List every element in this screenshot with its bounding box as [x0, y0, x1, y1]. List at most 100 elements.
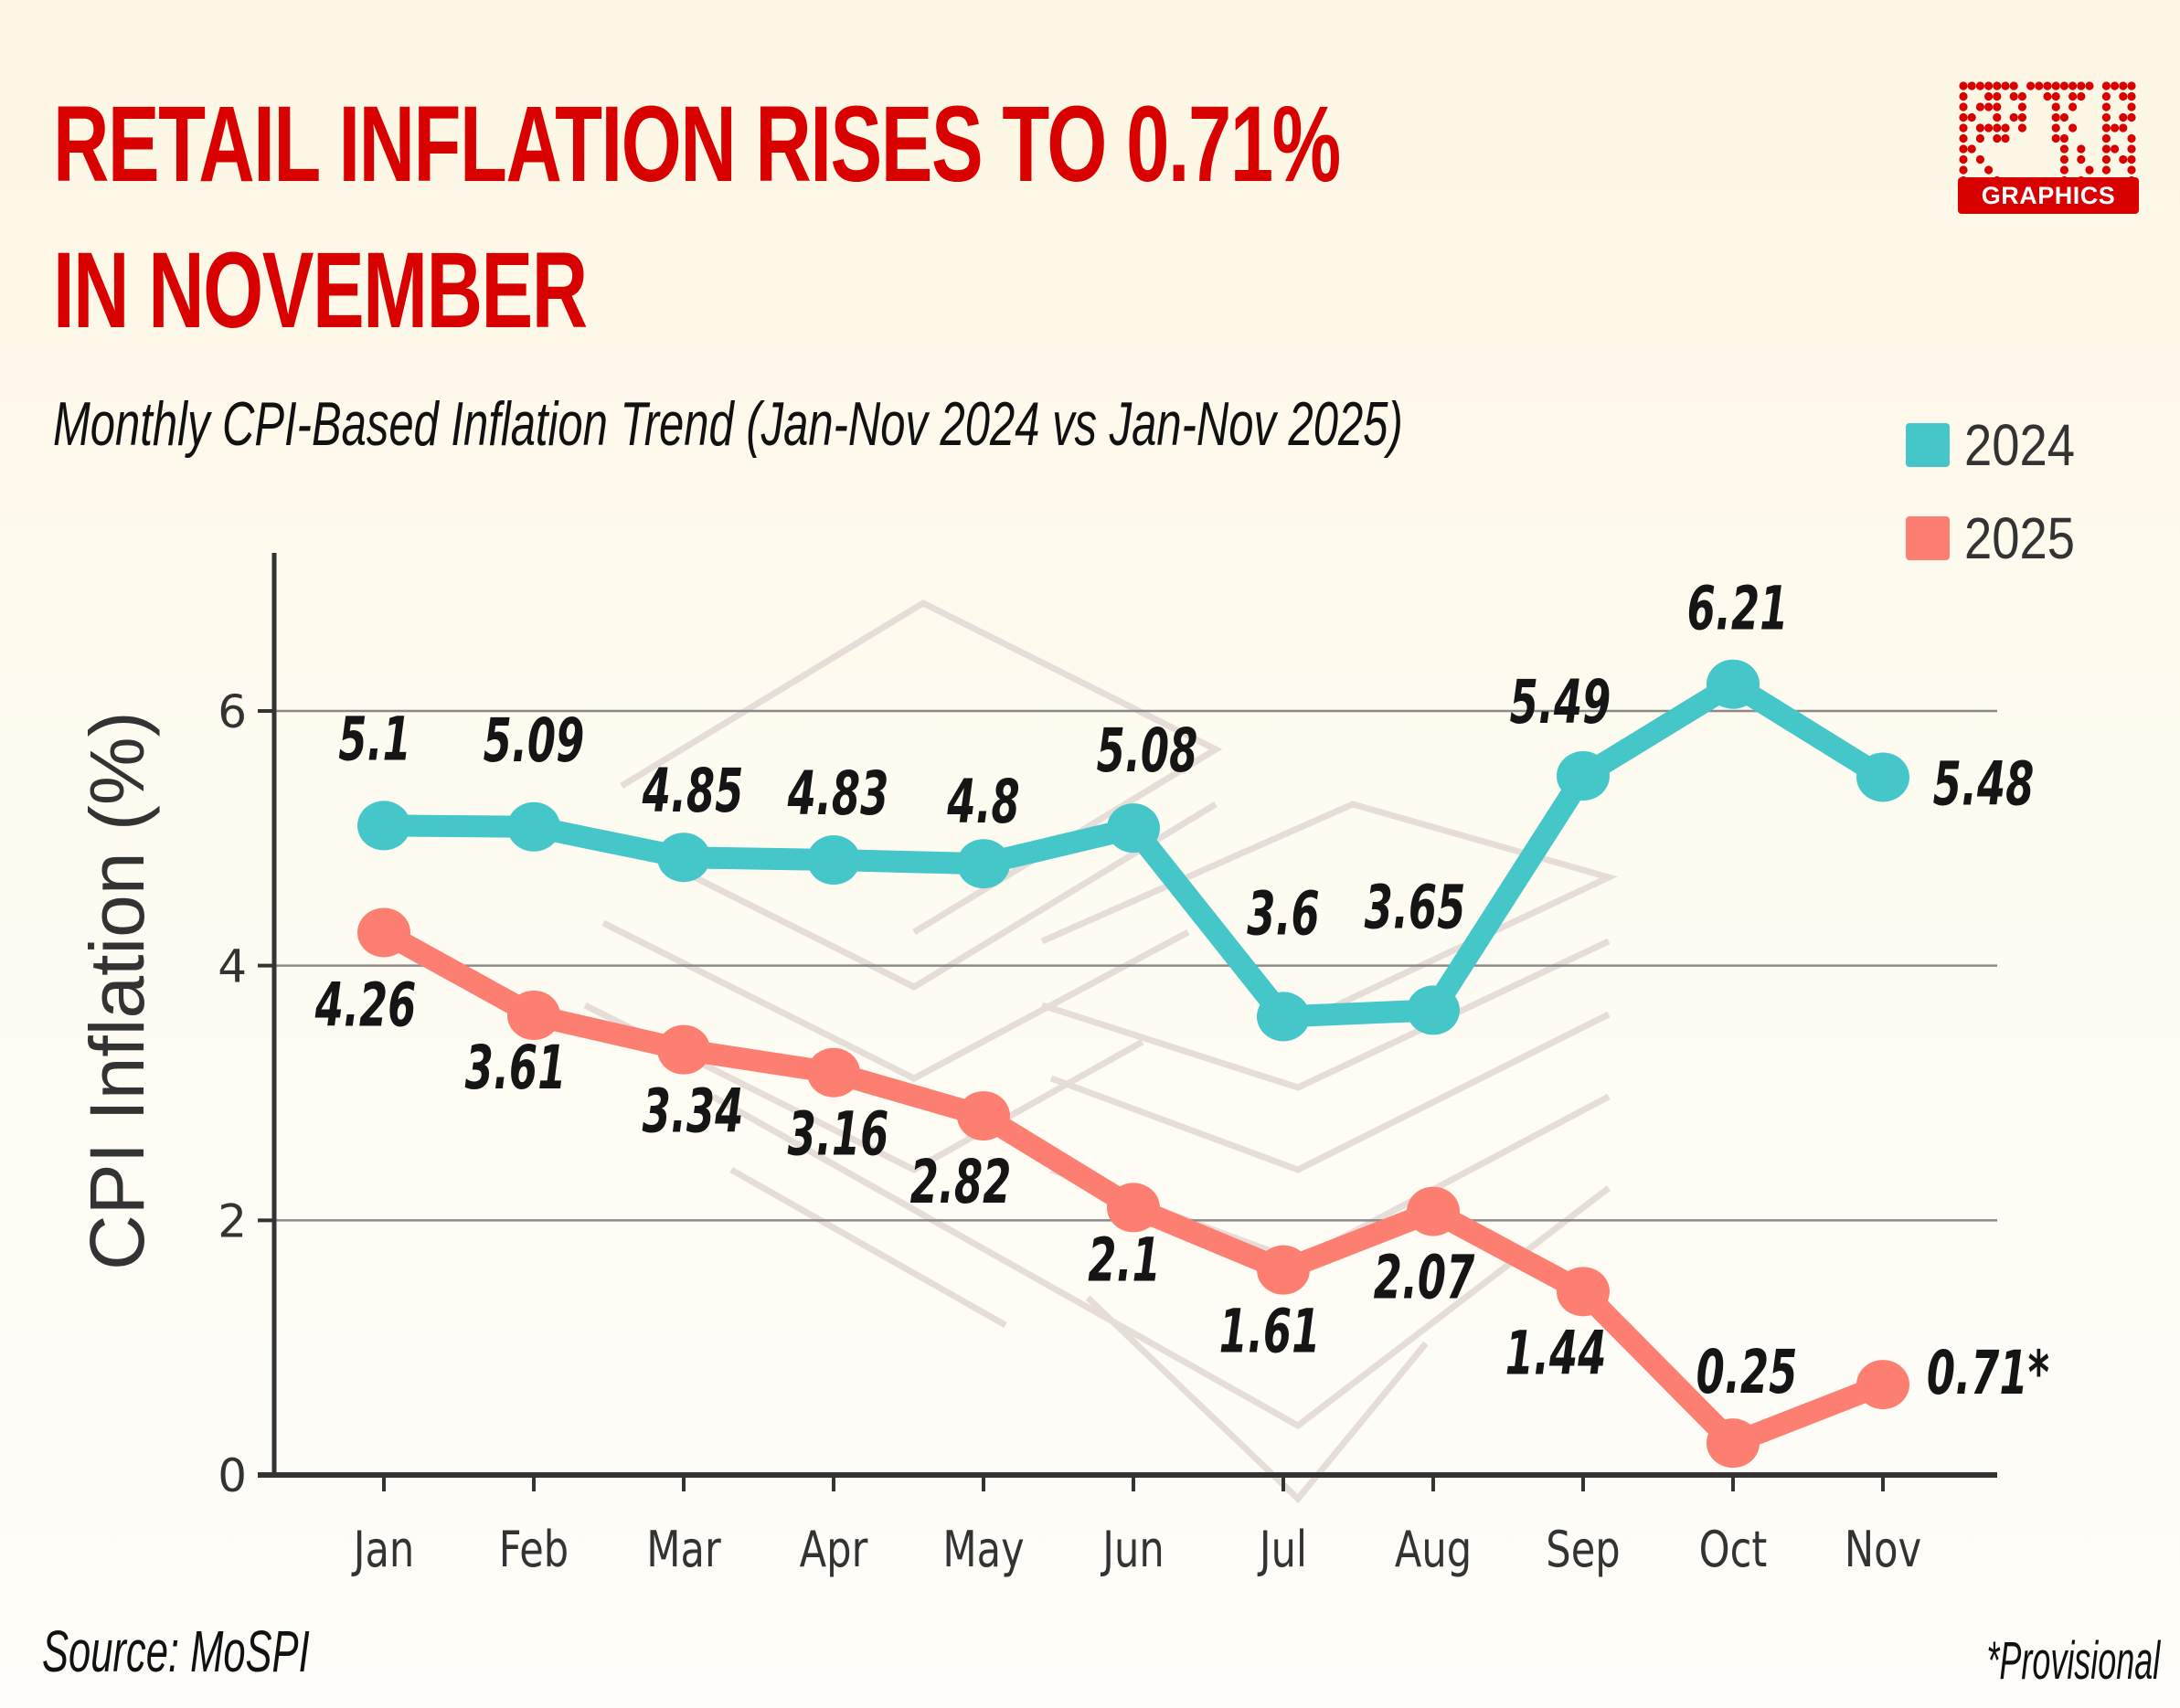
logo-dot — [2119, 112, 2128, 122]
x-tick-label: Jan — [351, 1521, 414, 1578]
x-tick-label: Jul — [1257, 1521, 1307, 1578]
data-point-2025 — [1257, 1245, 1310, 1295]
watermark-stroke — [711, 1093, 1007, 1265]
x-tick-label: Sep — [1546, 1521, 1620, 1578]
data-label-2025: 3.61 — [465, 1034, 567, 1103]
data-label-2025: 2.07 — [1374, 1244, 1475, 1313]
logo-dot — [1993, 123, 2002, 133]
logo-dot — [1959, 112, 1968, 122]
data-point-2025 — [357, 907, 410, 958]
logo-dot — [1959, 133, 1968, 143]
data-point-2024 — [1856, 752, 1909, 802]
logo-dot — [1993, 133, 2002, 143]
logo-dot — [2127, 133, 2136, 143]
logo-dot — [1959, 81, 1968, 90]
logo-dot — [2001, 123, 2010, 133]
data-label-2024: 5.1 — [338, 705, 410, 775]
watermark-stroke — [1085, 1295, 1429, 1504]
logo-dot — [1967, 112, 1976, 122]
data-point-2024 — [1707, 659, 1760, 709]
data-point-2025 — [1856, 1360, 1909, 1410]
logo-dot — [2068, 81, 2078, 90]
headline: RETAIL INFLATION RISES TO 0.71% IN NOVEM… — [53, 71, 1341, 364]
data-point-2025 — [1407, 1186, 1460, 1236]
data-point-2025 — [1557, 1267, 1610, 1317]
logo-dot — [2119, 123, 2128, 133]
logo-dot — [2127, 112, 2136, 122]
logo-dot — [2119, 154, 2128, 164]
data-label-2025: 2.82 — [910, 1148, 1012, 1217]
logo-dot — [2101, 81, 2111, 90]
legend-item-2024: 2024 — [1906, 411, 2094, 479]
logo-dot — [2127, 81, 2136, 90]
data-label-2025: 2.1 — [1088, 1226, 1160, 1296]
legend-label-2024: 2024 — [1964, 412, 2076, 478]
logo-dot — [2051, 91, 2060, 101]
logo-dot — [1975, 81, 1984, 90]
logo-dot — [2085, 81, 2094, 90]
data-point-2024 — [507, 801, 560, 852]
logo-dot — [2077, 144, 2086, 154]
logo-dot — [2085, 165, 2094, 175]
logo-dot — [2017, 102, 2026, 111]
source-note: Source: MoSPI — [42, 1618, 310, 1684]
logo-dot — [2077, 154, 2086, 164]
data-point-2024 — [357, 801, 410, 851]
provisional-note: *Provisional — [1986, 1631, 2160, 1691]
data-label-2024: 5.49 — [1510, 668, 1611, 737]
data-label-2024: 4.8 — [946, 769, 1019, 838]
logo-dot — [2059, 133, 2068, 143]
x-tick-label: May — [942, 1521, 1024, 1578]
logo-dot — [2101, 112, 2111, 122]
logo-dot — [2068, 102, 2078, 111]
logo-dot — [1967, 81, 1976, 90]
logo-dot — [2101, 165, 2111, 175]
logo-dot — [1975, 123, 1984, 133]
data-label-2024: 6.21 — [1687, 575, 1789, 644]
logo-dot — [2043, 91, 2052, 101]
watermark-stroke — [1040, 938, 1611, 1091]
logo-dot — [1993, 91, 2002, 101]
logo-dot — [2101, 133, 2111, 143]
logo-dot — [2101, 102, 2111, 111]
logo-dot — [2068, 123, 2078, 133]
logo-dot — [1975, 133, 1984, 143]
logo-dot — [2059, 144, 2068, 154]
data-point-2025 — [507, 991, 560, 1041]
data-point-2024 — [957, 839, 1010, 889]
logo-dot — [2009, 91, 2018, 101]
x-tick-label: Aug — [1395, 1521, 1472, 1578]
x-tick-label: Feb — [499, 1521, 569, 1578]
data-label-2024: 5.48 — [1933, 750, 2035, 820]
headline-line-1: RETAIL INFLATION RISES TO 0.71% — [53, 84, 1341, 205]
graphics-badge: GRAPHICS — [1958, 177, 2139, 214]
logo-dot — [2119, 81, 2128, 90]
logo-dot — [2001, 133, 2010, 143]
data-point-2024 — [1557, 751, 1610, 801]
watermark-stroke — [620, 801, 1218, 991]
logo-dot — [1959, 102, 1968, 111]
logo-dot — [1975, 154, 1984, 164]
logo-dot — [2127, 91, 2136, 101]
logo-dot — [2026, 81, 2036, 90]
logo-dot — [2127, 144, 2136, 154]
x-tick-label: Nov — [1845, 1521, 1921, 1578]
legend-swatch-2025 — [1906, 516, 1950, 560]
data-label-2024: 4.85 — [642, 758, 744, 827]
logo-dot — [2001, 81, 2010, 90]
logo-dot — [2059, 81, 2068, 90]
data-point-2024 — [1257, 992, 1310, 1042]
data-label-2024: 3.6 — [1247, 880, 1319, 949]
data-label-2024: 4.83 — [787, 759, 889, 829]
data-label-2025: 3.16 — [788, 1100, 889, 1170]
y-tick-label: 6 — [218, 685, 247, 738]
logo-dot — [2101, 144, 2111, 154]
logo-dot — [1959, 91, 1968, 101]
watermark-stroke — [729, 1166, 1007, 1329]
logo-dot — [1959, 144, 1968, 154]
logo-dot — [2051, 133, 2060, 143]
logo-dot — [2101, 154, 2111, 164]
logo-dot — [1984, 91, 1994, 101]
logo-dot — [2127, 154, 2136, 164]
